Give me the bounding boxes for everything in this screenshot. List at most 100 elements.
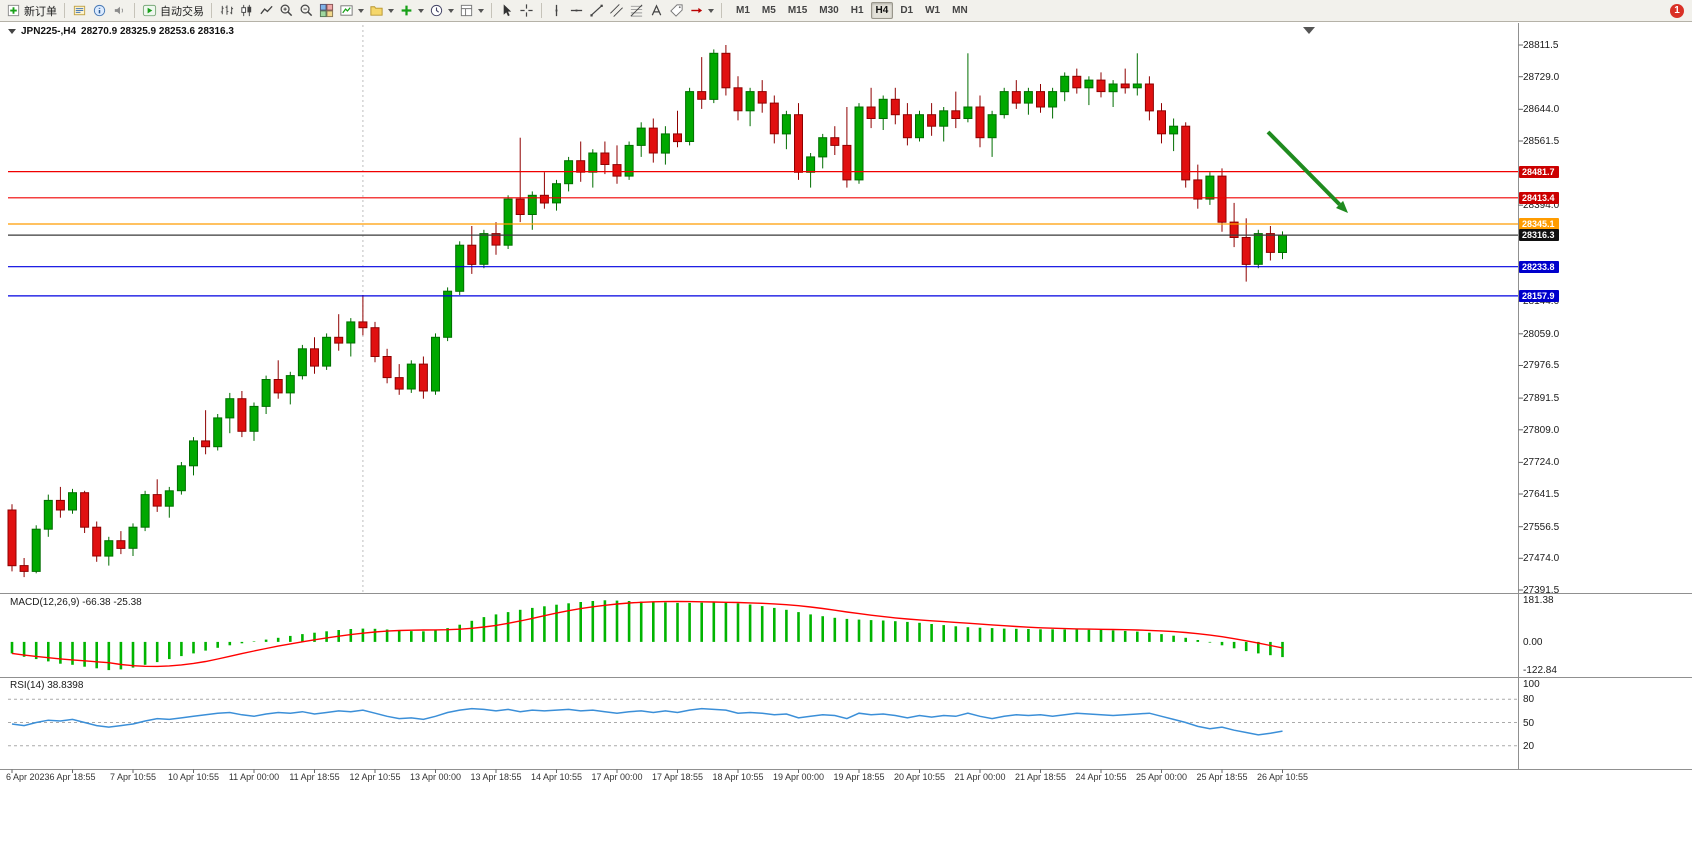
timeframe-H4[interactable]: H4 (870, 2, 894, 19)
price-level-badge: 28413.4 (1519, 191, 1559, 204)
timeframe-H1[interactable]: H1 (850, 5, 864, 16)
toolbar-separator (64, 3, 65, 18)
rsi-tick-label: 80 (1523, 694, 1535, 706)
templates-button[interactable] (457, 2, 486, 19)
zoom-in-icon (279, 3, 294, 18)
data-window-button[interactable] (90, 2, 109, 19)
arrows-tool-button[interactable] (687, 2, 716, 19)
price-tick-label: 27724.0 (1523, 457, 1560, 469)
price-level-badge: 28157.9 (1519, 289, 1559, 302)
notification-badge[interactable]: 1 (1670, 3, 1684, 18)
timeframe-D1[interactable]: D1 (900, 5, 914, 16)
zoom-in-button[interactable] (277, 2, 296, 19)
profiles-button[interactable] (367, 2, 396, 19)
horizontal-line-tool-button[interactable] (567, 2, 586, 19)
candlestick-icon (239, 3, 254, 18)
rsi-tick-label: 100 (1523, 678, 1540, 690)
trendline-tool-button[interactable] (587, 2, 606, 19)
price-tick-label: 27474.0 (1523, 553, 1560, 565)
timeframe-W1[interactable]: W1 (925, 5, 941, 16)
autotrading-button[interactable]: 自动交易 (140, 2, 206, 20)
price-level-badge: 28481.7 (1519, 165, 1559, 178)
chart-canvas[interactable] (0, 23, 1692, 850)
price-tick-label: 27976.5 (1523, 360, 1560, 372)
symbol-timeframe-label: JPN225-,H4 (21, 26, 77, 37)
alerts-button[interactable] (110, 2, 129, 19)
vertical-line-tool-button[interactable] (547, 2, 566, 19)
candlestick-chart-button[interactable] (237, 2, 256, 19)
trendline-icon (589, 3, 604, 18)
tile-windows-icon (319, 3, 334, 18)
text-tool-icon (649, 3, 664, 18)
toolbar: 新订单 自动交易 M1 M5 M15 M30 H1 H4 D1 W1 MN 1 (0, 0, 1692, 22)
periods-button[interactable] (427, 2, 456, 19)
toolbar-separator (721, 3, 722, 18)
channel-tool-button[interactable] (607, 2, 626, 19)
ohlc-bars-button[interactable] (217, 2, 236, 19)
chart-shift-marker (1303, 27, 1315, 34)
label-tool-button[interactable] (667, 2, 686, 19)
line-chart-button[interactable] (257, 2, 276, 19)
dropdown-caret (478, 8, 484, 13)
channel-icon (609, 3, 624, 18)
time-axis-label: 14 Apr 10:55 (530, 772, 583, 782)
timeframe-M15[interactable]: M15 (787, 5, 808, 16)
timeframe-M30[interactable]: M30 (819, 5, 839, 16)
toolbar-separator (134, 3, 135, 18)
timeframe-MN[interactable]: MN (952, 5, 968, 16)
time-axis-label: 7 Apr 10:55 (109, 772, 157, 782)
crosshair-button[interactable] (517, 2, 536, 19)
macd-tick-label: 181.38 (1523, 595, 1554, 607)
indicators-button[interactable] (397, 2, 426, 19)
timeframe-M1[interactable]: M1 (736, 5, 750, 16)
price-tick-label: 27891.5 (1523, 393, 1560, 405)
time-axis-label: 19 Apr 00:00 (772, 772, 825, 782)
time-axis-label: 25 Apr 00:00 (1135, 772, 1188, 782)
macd-tick-label: 0.00 (1523, 636, 1543, 648)
ohlc-values-label: 28270.9 28325.9 28253.6 28316.3 (81, 26, 234, 37)
zoom-out-button[interactable] (297, 2, 316, 19)
autotrading-play-icon (142, 3, 157, 18)
price-tick-label: 27391.5 (1523, 585, 1560, 596)
bar-chart-icon (219, 3, 234, 18)
tile-windows-button[interactable] (317, 2, 336, 19)
new-chart-button[interactable] (337, 2, 366, 19)
price-tick-label: 28059.0 (1523, 328, 1560, 340)
chart-area[interactable]: JPN225-,H4 28270.9 28325.9 28253.6 28316… (0, 23, 1692, 850)
rsi-label: RSI(14) 38.8398 (10, 680, 84, 691)
indicators-plus-icon (399, 3, 414, 18)
dropdown-caret (388, 8, 394, 13)
time-axis-label: 20 Apr 10:55 (893, 772, 946, 782)
speaker-icon (112, 3, 127, 18)
market-watch-button[interactable] (70, 2, 89, 19)
template-icon (459, 3, 474, 18)
time-axis-label: 25 Apr 18:55 (1196, 772, 1248, 782)
time-axis-label: 17 Apr 00:00 (591, 772, 643, 782)
data-window-icon (92, 3, 107, 18)
rsi-tick-label: 20 (1523, 740, 1535, 752)
cursor-icon (499, 3, 514, 18)
new-order-label: 新订单 (24, 5, 57, 18)
time-axis-label: 21 Apr 18:55 (1014, 772, 1067, 782)
fibonacci-icon (629, 3, 644, 18)
price-level-badge: 28345.1 (1519, 218, 1559, 230)
dropdown-caret (448, 8, 454, 13)
vertical-line-icon (549, 3, 564, 18)
dropdown-caret (358, 8, 364, 13)
horizontal-line-icon (569, 3, 584, 18)
cursor-button[interactable] (497, 2, 516, 19)
toolbar-separator (491, 3, 492, 18)
macd-tick-label: -122.84 (1523, 665, 1557, 677)
time-axis-label: 21 Apr 00:00 (954, 772, 1006, 782)
price-level-badge: 28233.8 (1519, 260, 1559, 273)
text-tool-button[interactable] (647, 2, 666, 19)
price-tick-label: 27641.5 (1523, 489, 1560, 501)
toolbar-separator (211, 3, 212, 18)
dropdown-caret (708, 8, 714, 13)
fibonacci-tool-button[interactable] (627, 2, 646, 19)
chart-menu-icon (8, 29, 16, 34)
current-price-badge: 28316.3 (1519, 229, 1559, 242)
timeframe-M5[interactable]: M5 (761, 5, 776, 16)
new-order-button[interactable]: 新订单 (4, 2, 59, 20)
price-tick-label: 28394.0 (1523, 200, 1560, 212)
